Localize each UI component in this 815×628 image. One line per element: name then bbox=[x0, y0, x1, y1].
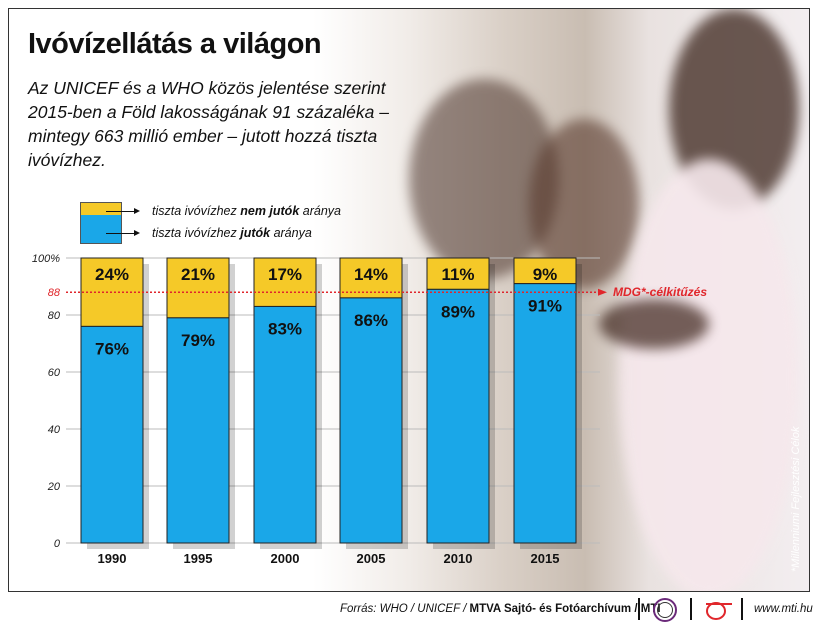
bar-access bbox=[426, 288, 490, 544]
separator bbox=[741, 598, 743, 620]
target-label: MDG*-célkitűzés bbox=[613, 285, 707, 299]
photo-background bbox=[619, 159, 799, 591]
legend-swatch bbox=[80, 202, 122, 244]
x-tick-label: 1990 bbox=[98, 551, 127, 566]
y-tick-label: 0 bbox=[54, 538, 61, 550]
data-label-access: 76% bbox=[95, 339, 129, 358]
data-label-no-access: 14% bbox=[354, 265, 388, 284]
target-arrow-icon bbox=[598, 288, 607, 296]
legend-arrow bbox=[106, 230, 140, 236]
bar-no-access bbox=[426, 257, 490, 290]
y-tick-label: 40 bbox=[48, 424, 61, 436]
data-label-access: 86% bbox=[354, 311, 388, 330]
website-link[interactable]: www.mti.hu bbox=[754, 603, 813, 615]
mtva-logo-icon bbox=[653, 598, 677, 622]
data-label-access: 83% bbox=[268, 319, 302, 338]
data-label-no-access: 24% bbox=[95, 265, 129, 284]
bar-no-access bbox=[339, 257, 403, 299]
x-tick-label: 2000 bbox=[271, 551, 300, 566]
mti-logo-icon bbox=[706, 602, 732, 620]
target-tick-label: 88 bbox=[48, 287, 61, 299]
x-tick-label: 2010 bbox=[444, 551, 473, 566]
page-title: Ivóvízellátás a világon bbox=[28, 28, 322, 60]
legend-arrow bbox=[106, 208, 140, 214]
bar-no-access bbox=[513, 257, 577, 285]
subtitle: Az UNICEF és a WHO közös jelentése szeri… bbox=[28, 78, 389, 170]
data-label-access: 89% bbox=[441, 302, 475, 321]
y-tick-label: 60 bbox=[48, 367, 61, 379]
data-label-no-access: 9% bbox=[533, 265, 558, 284]
photo-background bbox=[599, 299, 709, 349]
source-text: Forrás: WHO / UNICEF / MTVA Sajtó- és Fo… bbox=[340, 603, 661, 615]
x-tick-label: 1995 bbox=[184, 551, 213, 566]
legend-no-access: tiszta ivóvízhez nem jutók aránya bbox=[152, 204, 341, 218]
x-tick-label: 2015 bbox=[531, 551, 560, 566]
bar-access bbox=[80, 325, 144, 544]
bar-access bbox=[253, 305, 317, 544]
footnote: *Millenniumi Fejlesztési Célok bbox=[790, 426, 802, 573]
y-tick-label: 100% bbox=[32, 253, 60, 265]
x-tick-label: 2005 bbox=[357, 551, 386, 566]
data-label-access: 79% bbox=[181, 331, 215, 350]
separator bbox=[638, 598, 640, 620]
bar-access bbox=[166, 317, 230, 544]
legend-access: tiszta ivóvízhez jutók aránya bbox=[152, 226, 312, 240]
separator bbox=[690, 598, 692, 620]
bar-access bbox=[513, 283, 577, 544]
data-label-access: 91% bbox=[528, 297, 562, 316]
bar-no-access bbox=[166, 257, 230, 319]
data-label-no-access: 21% bbox=[181, 265, 215, 284]
data-label-no-access: 11% bbox=[441, 265, 474, 284]
y-tick-label: 20 bbox=[47, 481, 61, 493]
data-label-no-access: 17% bbox=[268, 265, 302, 284]
bar-access bbox=[339, 297, 403, 544]
y-tick-label: 80 bbox=[48, 310, 61, 322]
